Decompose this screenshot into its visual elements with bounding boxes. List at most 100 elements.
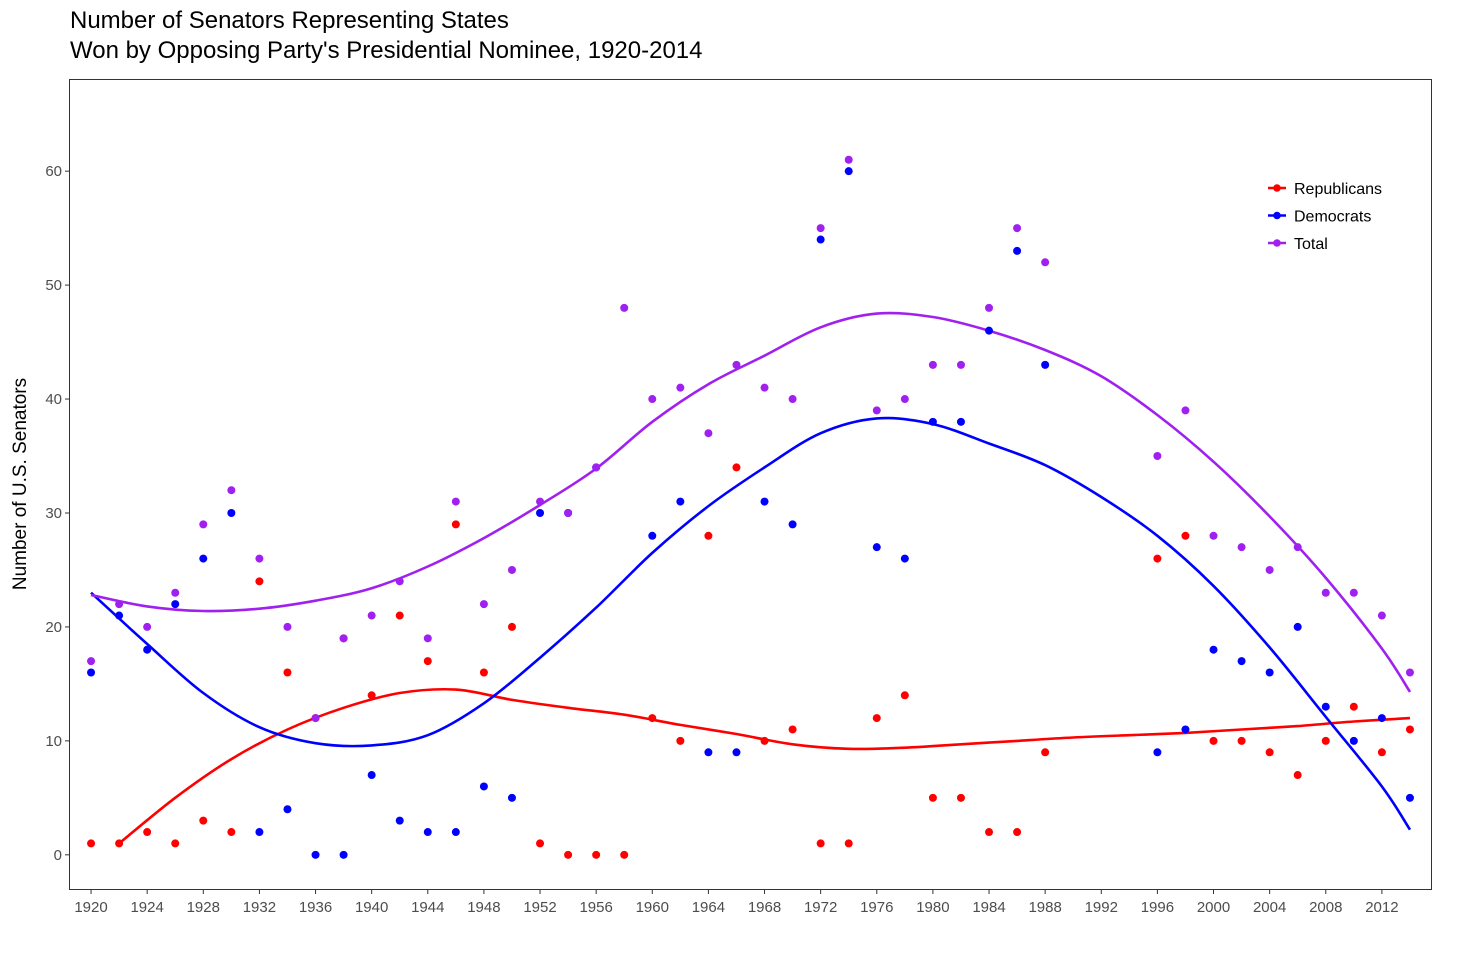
point-total: [648, 395, 657, 404]
point-democrats: [1209, 645, 1218, 654]
x-tick-label: 1972: [804, 899, 837, 916]
point-total: [87, 657, 96, 666]
point-republicans: [844, 839, 853, 848]
point-total: [704, 429, 713, 438]
legend-item-republicans: Republicans: [1268, 181, 1382, 198]
point-republicans: [395, 611, 404, 620]
y-tick-label: 50: [45, 277, 62, 294]
point-democrats: [985, 326, 994, 335]
point-democrats: [956, 417, 965, 426]
point-republicans: [1293, 771, 1302, 780]
point-total: [367, 611, 376, 620]
y-tick-label: 20: [45, 619, 62, 636]
y-axis: 0 10 20 30 40 50 60: [45, 163, 70, 864]
y-axis-title: Number of U.S. Senators: [10, 378, 31, 590]
point-democrats: [507, 793, 516, 802]
point-democrats: [1265, 668, 1274, 677]
point-republicans: [536, 839, 545, 848]
point-total: [620, 303, 629, 312]
point-democrats: [451, 828, 460, 837]
x-tick-label: 2004: [1253, 899, 1286, 916]
point-total: [928, 360, 937, 369]
point-democrats: [1181, 725, 1190, 734]
x-tick-label: 1964: [692, 899, 725, 916]
point-republicans: [283, 668, 292, 677]
point-total: [227, 486, 236, 495]
point-total: [451, 497, 460, 506]
legend-item-democrats: Democrats: [1268, 209, 1371, 226]
point-republicans: [199, 816, 208, 825]
point-total: [1321, 588, 1330, 597]
x-tick-label: 2012: [1365, 899, 1398, 916]
point-democrats: [1349, 736, 1358, 745]
point-democrats: [1377, 714, 1386, 723]
point-democrats: [283, 805, 292, 814]
point-total: [1237, 543, 1246, 552]
x-axis: 1920 1924 1928 1932 1936 1940 1944 1948 1952 1956…: [74, 889, 1399, 916]
point-republicans: [479, 668, 488, 677]
point-republicans: [1153, 554, 1162, 563]
x-tick-label: 1928: [187, 899, 220, 916]
point-total: [816, 224, 825, 233]
point-total: [507, 565, 516, 574]
point-democrats: [1237, 657, 1246, 666]
legend-label: Republicans: [1294, 181, 1382, 198]
point-total: [900, 395, 909, 404]
point-republicans: [732, 463, 741, 472]
point-democrats: [816, 235, 825, 244]
x-tick-label: 1920: [74, 899, 107, 916]
point-republicans: [592, 850, 601, 859]
point-total: [143, 622, 152, 631]
point-republicans: [1265, 748, 1274, 757]
point-democrats: [87, 668, 96, 677]
point-republicans: [900, 691, 909, 700]
point-total: [872, 406, 881, 415]
point-democrats: [143, 645, 152, 654]
x-tick-label: 1948: [467, 899, 500, 916]
x-tick-label: 1980: [916, 899, 949, 916]
point-republicans: [143, 828, 152, 837]
point-democrats: [536, 508, 545, 517]
point-total: [1013, 224, 1022, 233]
x-tick-label: 1952: [523, 899, 556, 916]
x-tick-label: 2008: [1309, 899, 1342, 916]
legend-key-point: [1273, 239, 1281, 247]
point-total: [676, 383, 685, 392]
legend: Republicans Democrats Total: [1268, 181, 1382, 253]
point-democrats: [199, 554, 208, 563]
point-democrats: [311, 850, 320, 859]
chart-title: Number of Senators Representing States: [70, 7, 509, 34]
point-democrats: [115, 611, 124, 620]
x-tick-label: 1936: [299, 899, 332, 916]
point-republicans: [1321, 736, 1330, 745]
point-republicans: [564, 850, 573, 859]
point-total: [1349, 588, 1358, 597]
point-total: [956, 360, 965, 369]
x-tick-label: 1996: [1141, 899, 1174, 916]
chart-title-block: Number of Senators Representing States W…: [70, 6, 703, 66]
point-total: [732, 360, 741, 369]
point-total: [1405, 668, 1414, 677]
point-republicans: [620, 850, 629, 859]
point-republicans: [1405, 725, 1414, 734]
point-democrats: [648, 531, 657, 540]
x-tick-label: 1992: [1085, 899, 1118, 916]
point-democrats: [395, 816, 404, 825]
point-republicans: [676, 736, 685, 745]
point-total: [199, 520, 208, 529]
x-tick-label: 1932: [243, 899, 276, 916]
point-total: [311, 714, 320, 723]
point-republicans: [115, 839, 124, 848]
point-republicans: [816, 839, 825, 848]
point-total: [1293, 543, 1302, 552]
point-total: [423, 634, 432, 643]
y-tick-label: 10: [45, 733, 62, 750]
point-republicans: [227, 828, 236, 837]
point-total: [760, 383, 769, 392]
trend-lines: [90, 311, 1412, 845]
point-democrats: [760, 497, 769, 506]
point-republicans: [956, 793, 965, 802]
point-total: [115, 600, 124, 609]
point-democrats: [1013, 246, 1022, 255]
